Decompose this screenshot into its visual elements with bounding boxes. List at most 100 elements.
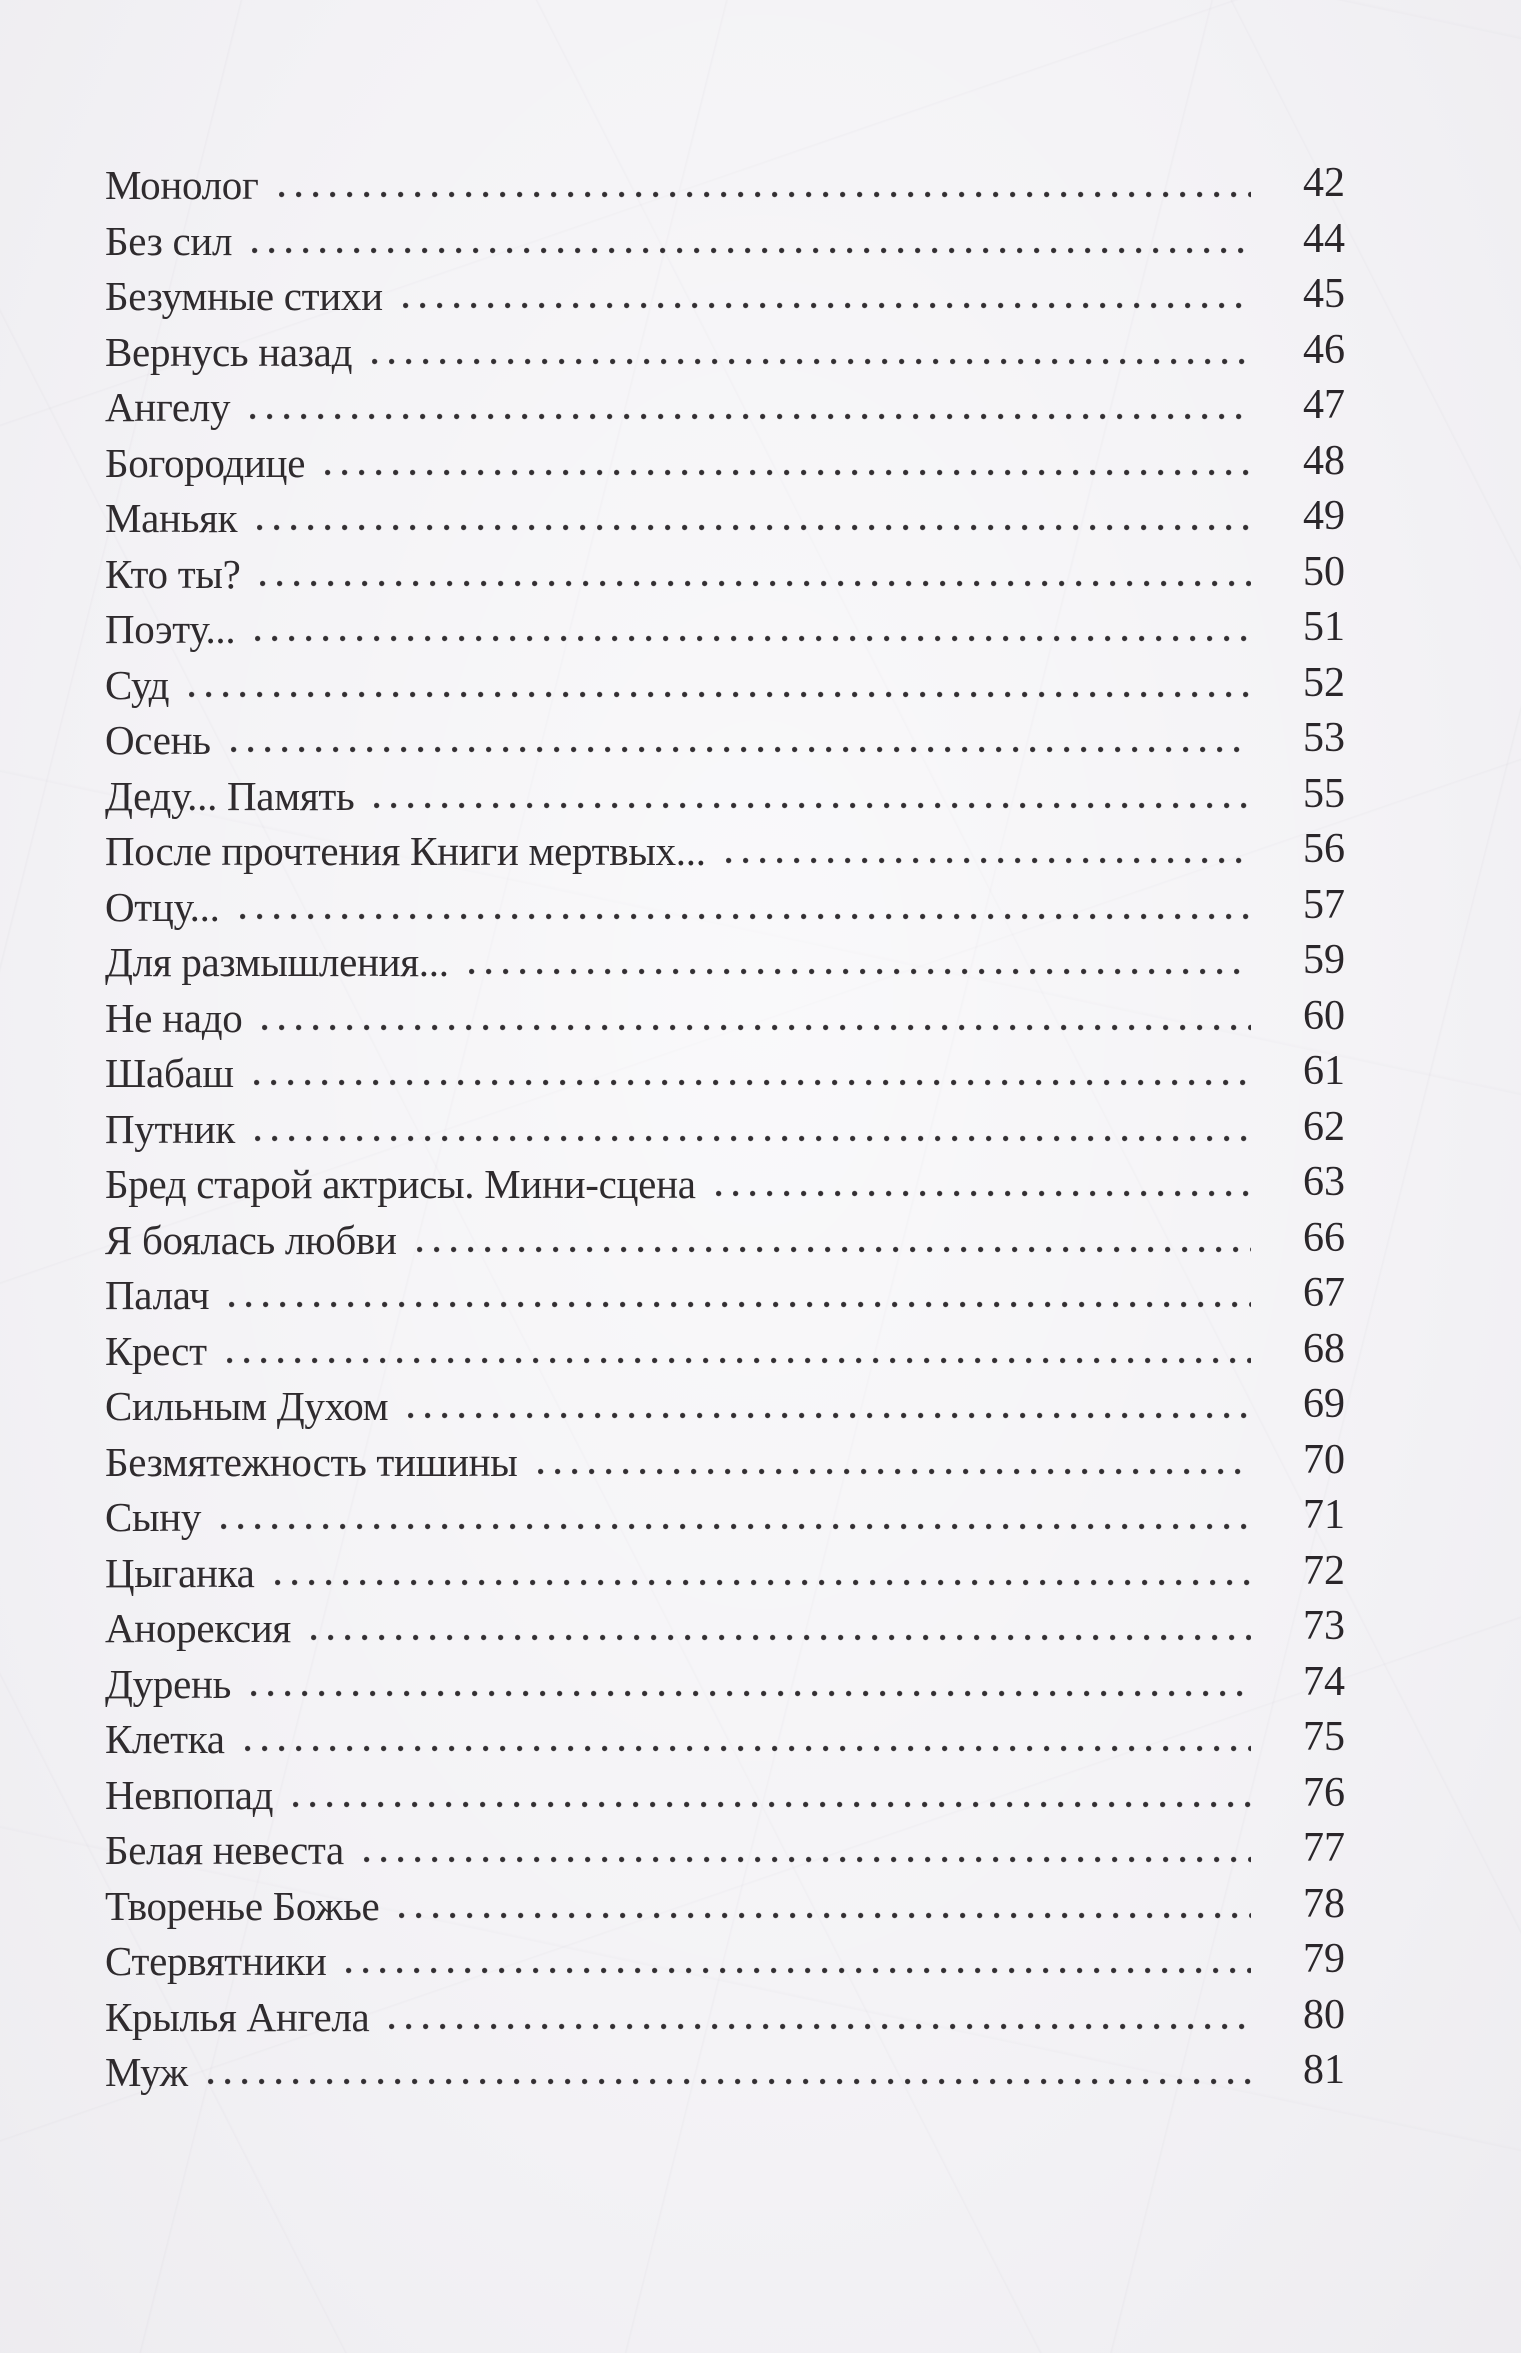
toc-entry-title: Сильным Духом [105,1383,389,1429]
toc-entry-title: Творенье Божье [105,1882,380,1929]
toc-entry-title: Крест [105,1327,207,1374]
toc-entry-page-number: 63 [1303,1159,1345,1205]
toc-row: Клетка 75 [105,1712,1345,1768]
toc-row: Я боялась любви 66 [105,1213,1345,1269]
toc-entry-title: Я боялась любви [105,1216,397,1263]
toc-entry-title: Цыганка [105,1549,255,1596]
toc-row: Дурень 74 [105,1657,1345,1713]
toc-row: Отцу... 57 [105,880,1345,936]
toc-entry-title: Отцу... [105,883,220,930]
dot-leader [207,2077,1251,2086]
dot-leader [229,1300,1251,1309]
toc-entry-page-number: 60 [1303,992,1345,1039]
toc-entry-title: Стервятники [105,1938,327,1984]
toc-entry-title: Безумные стихи [105,273,383,319]
dot-leader [325,467,1251,477]
toc-entry-page-number: 81 [1303,2047,1345,2093]
toc-row: Невпопад 76 [105,1768,1345,1824]
toc-entry-page-number: 44 [1303,215,1345,262]
toc-entry-page-number: 49 [1303,493,1345,539]
dot-leader [274,1577,1251,1587]
toc-entry-title: Суд [105,661,170,708]
toc-entry-title: Белая невеста [105,1827,344,1873]
toc-row: Вернусь назад 46 [105,325,1345,381]
dot-leader [402,301,1251,310]
dot-leader [725,856,1251,865]
toc-row: Безмятежность тишины 70 [105,1435,1345,1491]
toc-entry-title: Монолог [105,162,259,208]
toc-entry-title: Палач [105,1272,210,1318]
toc-row: Шабаш 61 [105,1046,1345,1102]
toc-entry-page-number: 80 [1303,1991,1345,2038]
toc-entry-title: Бред старой актрисы. Мини-сцена [105,1161,696,1207]
dot-leader [252,245,1251,255]
toc-row: Сильным Духом 69 [105,1379,1345,1435]
dot-leader [537,1466,1251,1476]
toc-entry-title: Осень [105,717,211,763]
toc-entry-page-number: 76 [1303,1769,1345,1816]
toc-entry-page-number: 51 [1303,604,1345,650]
dot-leader [715,1189,1251,1198]
toc-row: Муж 81 [105,2045,1345,2101]
toc-entry-title: Безмятежность тишины [105,1438,518,1485]
dot-leader [260,578,1251,588]
toc-entry-page-number: 77 [1303,1825,1345,1871]
toc-row: Стервятники 79 [105,1934,1345,1990]
dot-leader [346,1966,1251,1975]
toc-row: Не надо 60 [105,991,1345,1047]
toc-entry-title: Крылья Ангела [105,1993,370,2040]
toc-entry-title: Не надо [105,994,243,1041]
toc-entry-title: Клетка [105,1716,225,1762]
toc-entry-title: Кто ты? [105,550,241,597]
dot-leader [278,190,1251,199]
toc-entry-page-number: 66 [1303,1214,1345,1261]
toc-entry-title: Поэту... [105,606,236,652]
toc-entry-title: Шабаш [105,1050,234,1096]
dot-leader [255,634,1251,643]
toc-entry-page-number: 55 [1303,770,1345,817]
dot-leader [226,1355,1251,1365]
toc-row: Богородице 48 [105,436,1345,492]
toc-entry-page-number: 47 [1303,382,1345,428]
toc-entry-page-number: 73 [1303,1603,1345,1649]
dot-leader [310,1633,1251,1642]
dot-leader [244,1744,1251,1753]
dot-leader [262,1022,1251,1032]
toc-entry-page-number: 70 [1303,1436,1345,1483]
toc-entry-page-number: 71 [1303,1492,1345,1538]
dot-leader [253,1078,1251,1087]
toc-row: Ангелу 47 [105,380,1345,436]
dot-leader [250,412,1251,421]
table-of-contents: Монолог 42 Без сил 44 Безумные стихи 45 … [105,158,1345,2101]
dot-leader [257,523,1251,532]
toc-entry-page-number: 57 [1303,881,1345,928]
toc-entry-title: Вернусь назад [105,328,353,375]
toc-entry-page-number: 56 [1303,826,1345,872]
toc-row: Для размышления... 59 [105,935,1345,991]
toc-row: Крылья Ангела 80 [105,1990,1345,2046]
toc-row: Безумные стихи 45 [105,269,1345,325]
toc-entry-page-number: 78 [1303,1880,1345,1927]
toc-entry-title: Для размышления... [105,939,449,985]
toc-entry-title: После прочтения Книги мертвых... [105,828,706,874]
dot-leader [408,1411,1251,1420]
dot-leader [389,2021,1251,2031]
toc-row: После прочтения Книги мертвых... 56 [105,824,1345,880]
dot-leader [468,967,1251,976]
toc-entry-page-number: 46 [1303,326,1345,373]
toc-row: Палач 67 [105,1268,1345,1324]
toc-entry-title: Дурень [105,1660,232,1707]
toc-entry-page-number: 59 [1303,937,1345,983]
dot-leader [416,1244,1251,1254]
toc-entry-page-number: 74 [1303,1658,1345,1705]
toc-row: Поэту... 51 [105,602,1345,658]
toc-entry-title: Невпопад [105,1771,274,1818]
toc-row: Анорексия 73 [105,1601,1345,1657]
toc-entry-page-number: 48 [1303,437,1345,484]
dot-leader [293,1799,1251,1809]
toc-entry-page-number: 68 [1303,1325,1345,1372]
toc-entry-title: Ангелу [105,384,231,430]
toc-entry-title: Деду... Память [105,772,355,819]
toc-entry-page-number: 67 [1303,1270,1345,1316]
